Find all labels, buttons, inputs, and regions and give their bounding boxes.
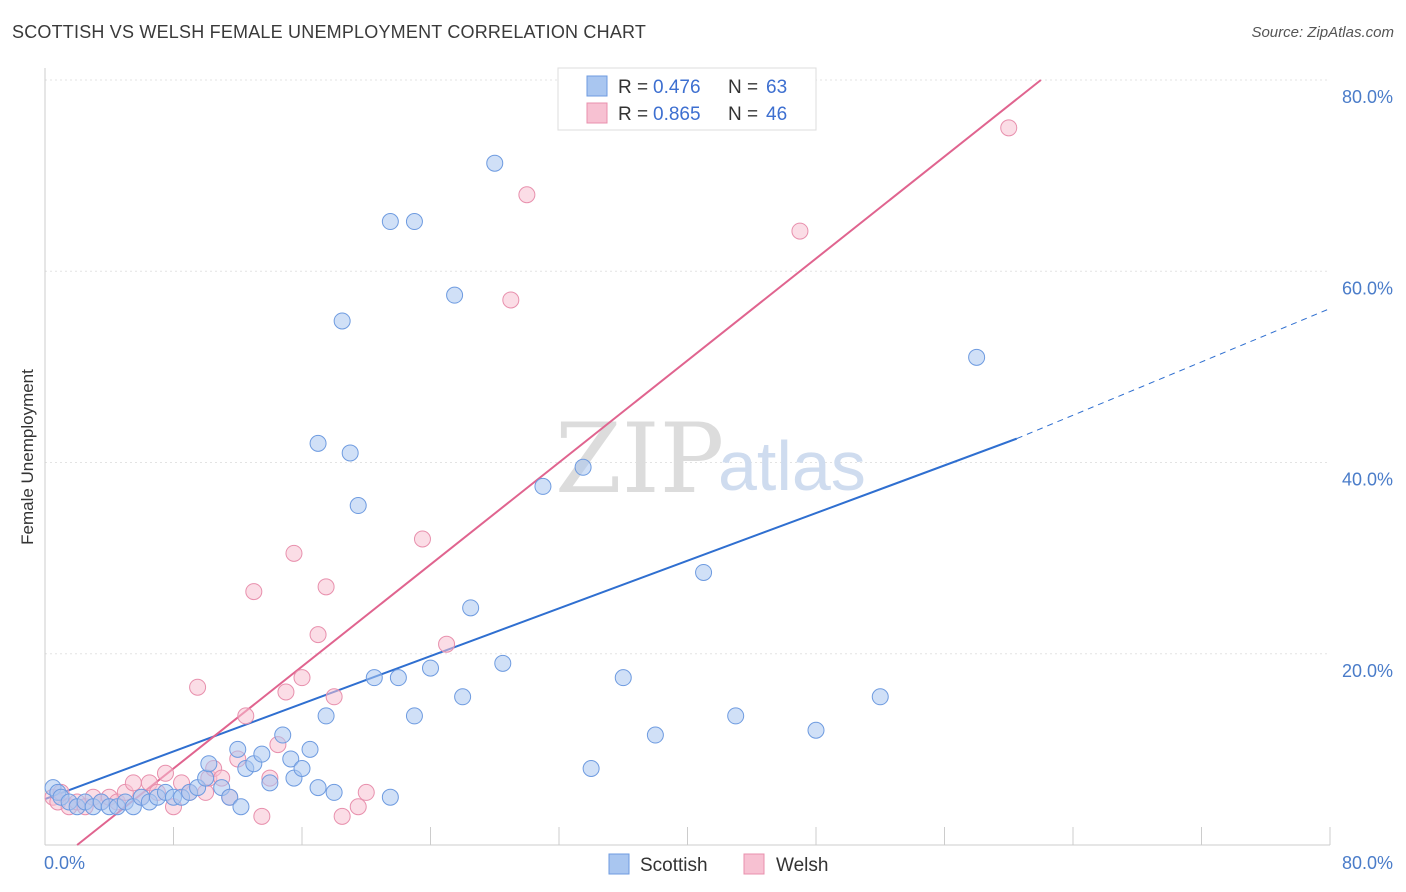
y-axis-label: Female Unemployment [18,369,37,545]
scottish-trend-line [44,437,1018,801]
scottish-series-label: Scottish [640,855,708,876]
scottish-legend-swatch [586,75,608,97]
scottish-point [446,286,464,304]
scottish-point [200,755,218,773]
welsh-point [325,688,343,706]
scottish-point [293,760,311,777]
welsh-point [253,807,271,825]
scottish-r-label: R = [618,77,648,98]
welsh-point [293,669,311,687]
welsh-point [357,783,375,801]
scottish-point [365,669,383,687]
scottish-point [197,769,215,787]
scottish-point [695,563,713,581]
scottish-point [968,348,986,366]
y-tick-label: 40.0% [1342,470,1393,490]
scottish-n-label: N = [728,77,758,98]
chart-title: SCOTTISH VS WELSH FEMALE UNEMPLOYMENT CO… [12,22,647,42]
welsh-point [285,544,303,562]
scottish-point [871,688,889,706]
welsh-r-value: 0.865 [653,104,701,125]
scottish-trend-extension [1016,308,1331,440]
welsh-points [44,119,1018,825]
welsh-point [309,626,327,644]
scottish-point [646,726,664,744]
welsh-r-label: R = [618,104,648,125]
y-tick-label: 20.0% [1342,661,1393,681]
scottish-point [574,458,592,476]
scottish-point [534,477,552,495]
welsh-point [189,678,207,696]
watermark-atlas: atlas [718,427,866,505]
welsh-n-value: 46 [766,104,787,125]
scottish-point [309,434,327,452]
series-legend: Scottish Welsh [608,853,828,876]
welsh-legend-swatch [586,102,608,124]
scottish-point [454,688,472,706]
source-label: Source: ZipAtlas.com [1251,24,1394,41]
grid-lines [45,79,1330,655]
scottish-point [405,213,423,231]
scottish-point [381,213,399,231]
scottish-r-value: 0.476 [653,77,701,98]
scottish-point [727,707,745,725]
scottish-point [229,740,247,758]
x-tick-label: 80.0% [1342,853,1393,873]
scottish-point [282,750,300,768]
scottish-point [232,798,250,816]
scottish-point [389,669,407,687]
y-tick-label: 80.0% [1342,87,1393,107]
welsh-series-label: Welsh [776,855,828,876]
scottish-point [261,774,279,792]
scottish-point [807,721,825,739]
scottish-point [381,788,399,806]
welsh-point [502,291,520,309]
welsh-point [349,798,367,816]
scottish-point [462,599,480,617]
welsh-point [156,764,174,782]
welsh-point [438,635,456,653]
welsh-point [277,683,295,701]
scottish-points [44,154,986,816]
scottish-point [333,312,351,330]
scottish-series-swatch [608,853,630,875]
scottish-point [494,654,512,672]
scottish-n-value: 63 [766,77,787,98]
scottish-point [349,497,367,515]
stats-legend: R = 0.476 N = 63 R = 0.865 N = 46 [557,67,817,131]
welsh-point [317,578,335,596]
welsh-point [237,707,255,725]
scottish-point [405,707,423,725]
welsh-point [333,807,351,825]
watermark-zip: ZIP [555,403,724,515]
scottish-point [582,760,600,777]
welsh-point [245,583,263,601]
axis-ticks: 20.0% 40.0% 60.0% 80.0% 0.0% 80.0% [44,87,1393,873]
scottish-point [614,669,632,687]
scottish-point [309,779,327,797]
welsh-n-label: N = [728,104,758,125]
scottish-point [301,740,319,758]
welsh-series-swatch [743,853,765,875]
x-tick-label: 0.0% [44,853,85,873]
welsh-point [1000,119,1018,137]
scottish-point [221,788,239,806]
welsh-point [791,222,809,240]
scottish-point [317,707,335,725]
scottish-point [341,444,359,462]
watermark: ZIP atlas [555,403,866,515]
scottish-point [486,154,504,172]
welsh-point [413,530,431,548]
scottish-point [274,726,292,744]
welsh-point [124,774,142,792]
scottish-point [422,659,439,677]
y-tick-label: 60.0% [1342,278,1393,298]
scottish-point [253,745,271,763]
welsh-point [518,186,536,204]
scottish-point [325,783,343,801]
